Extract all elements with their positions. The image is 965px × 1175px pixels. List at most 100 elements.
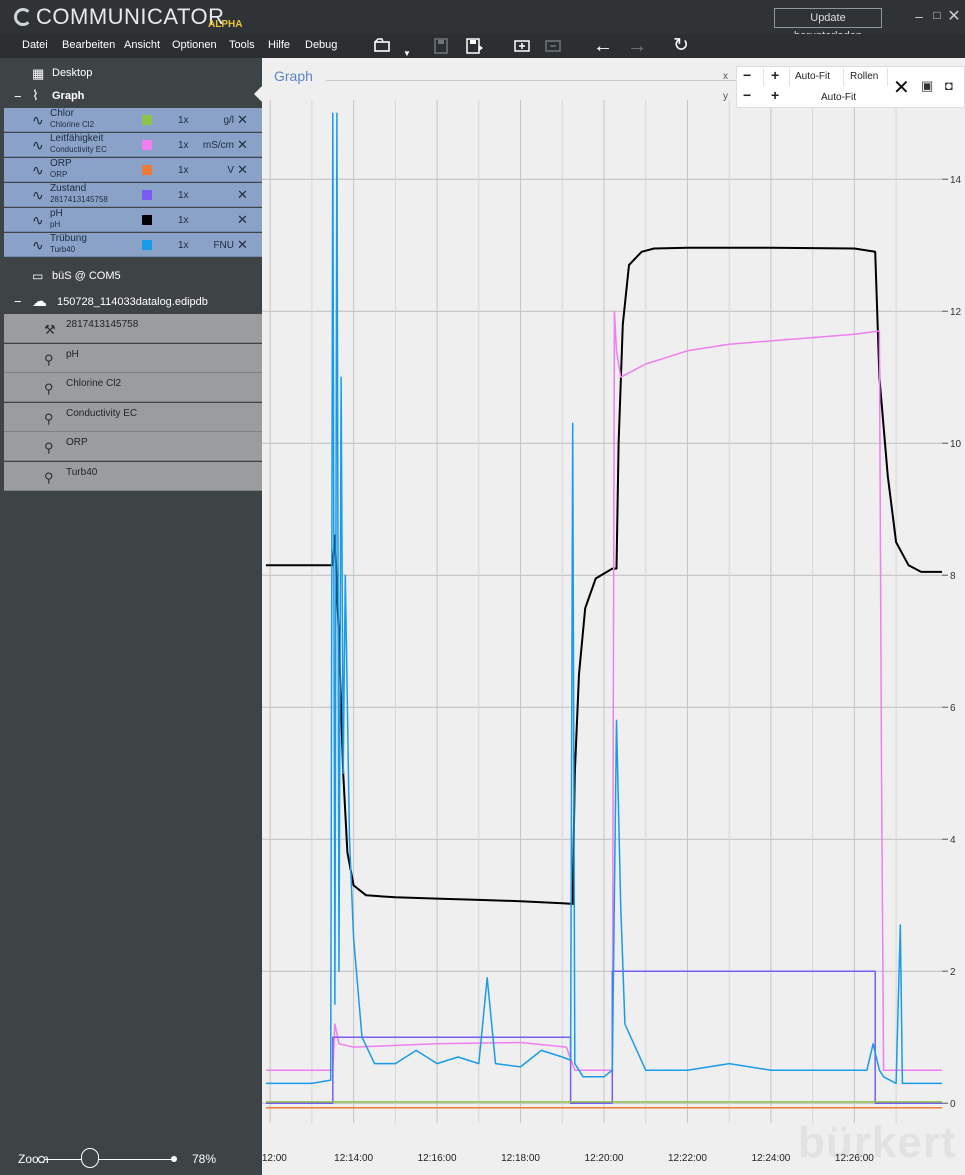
- datalog-item[interactable]: ⚒ 2817413145758: [4, 314, 262, 343]
- remove-channel-icon[interactable]: ✕: [237, 162, 248, 178]
- remove-channel-icon[interactable]: ✕: [237, 112, 248, 128]
- channel-color-swatch[interactable]: [142, 115, 152, 125]
- divider: [763, 68, 764, 86]
- title-underline: [326, 80, 736, 81]
- datalog-item[interactable]: ⚲ Chlorine Cl2: [4, 373, 262, 402]
- channel-color-swatch[interactable]: [142, 140, 152, 150]
- remove-channel-icon[interactable]: ✕: [237, 187, 248, 203]
- close-window-icon[interactable]: ✕: [946, 6, 962, 24]
- y-tick-label: 14: [950, 175, 962, 186]
- datalog-label: 150728_114033datalog.edipdb: [57, 296, 208, 308]
- minimize-icon[interactable]: –: [910, 8, 928, 26]
- channel-row[interactable]: ∿ pH pH 1x ✕: [4, 208, 262, 232]
- cloud-icon: ☁: [32, 292, 47, 310]
- x-tick-label: 12:14:00: [334, 1153, 373, 1164]
- menu-optionen[interactable]: Optionen: [172, 39, 217, 51]
- graph-label: Graph: [52, 90, 84, 102]
- zoom-slider-handle[interactable]: [81, 1148, 99, 1168]
- sidebar-item-graph[interactable]: − ⌇ Graph: [0, 87, 262, 107]
- menu-ansicht[interactable]: Ansicht: [124, 39, 160, 51]
- channel-color-swatch[interactable]: [142, 190, 152, 200]
- line-chart[interactable]: 0 2 4 6 8 10 12 14 2:12:00 12:14:00 12:16:00 12:18:…: [262, 58, 965, 1175]
- graph-panel: bürkert 024681012142:12:0012:14:0012:16:…: [262, 58, 965, 1175]
- channel-name: pH: [50, 209, 63, 219]
- close-icon[interactable]: ✕: [893, 75, 910, 100]
- channel-scale[interactable]: 1x: [178, 215, 189, 226]
- menu-bearbeiten[interactable]: Bearbeiten: [62, 39, 115, 51]
- x-tick-label: 12:16:00: [418, 1153, 457, 1164]
- channel-scale[interactable]: 1x: [178, 140, 189, 151]
- waveform-icon: ∿: [32, 188, 46, 202]
- menu-hilfe[interactable]: Hilfe: [268, 39, 290, 51]
- y-tick-label: 0: [950, 1099, 956, 1110]
- save-icon[interactable]: ▣: [921, 78, 933, 94]
- channel-color-swatch[interactable]: [142, 240, 152, 250]
- desktop-label: Desktop: [52, 67, 92, 79]
- add-device-icon[interactable]: [512, 36, 532, 56]
- menu-tools[interactable]: Tools: [229, 39, 255, 51]
- y-tick-label: 4: [950, 835, 956, 846]
- channel-row[interactable]: ∿ ORP ORP 1x V ✕: [4, 158, 262, 182]
- channel-scale[interactable]: 1x: [178, 190, 189, 201]
- menu-debug[interactable]: Debug: [305, 39, 337, 51]
- datalog-item[interactable]: ⚲ pH: [4, 344, 262, 373]
- datalog-item-label: pH: [66, 349, 79, 360]
- channel-scale[interactable]: 1x: [178, 165, 189, 176]
- graph-icon: ⌇: [32, 87, 39, 104]
- y-zoom-out-button[interactable]: −: [743, 87, 751, 103]
- y-zoom-in-button[interactable]: +: [771, 87, 779, 103]
- waveform-icon: ∿: [32, 138, 46, 152]
- waveform-icon: ∿: [32, 213, 46, 227]
- sidebar-item-device[interactable]: ▭ büS @ COM5: [0, 266, 262, 286]
- remove-channel-icon[interactable]: ✕: [237, 212, 248, 228]
- channel-unit: mS/cm: [198, 140, 234, 151]
- camera-icon[interactable]: ◘: [945, 78, 953, 93]
- channel-name: Trübung: [50, 234, 87, 244]
- channel-row[interactable]: ∿ Zustand 2817413145758 1x ✕: [4, 183, 262, 207]
- sidebar-item-desktop[interactable]: ▦ Desktop: [0, 64, 262, 84]
- x-tick-label: 12:20:00: [585, 1153, 624, 1164]
- collapse-icon[interactable]: −: [14, 294, 22, 309]
- datalog-item[interactable]: ⚲ Turb40: [4, 462, 262, 491]
- sensor-probe-icon: ⚲: [44, 470, 56, 486]
- channel-row[interactable]: ∿ Leitfähigkeit Conductivity EC 1x mS/cm ✕: [4, 133, 262, 157]
- channel-color-swatch[interactable]: [142, 165, 152, 175]
- collapse-icon[interactable]: −: [14, 89, 22, 104]
- y-tick-label: 2: [950, 967, 956, 978]
- channel-row[interactable]: ∿ Trübung Turb40 1x FNU ✕: [4, 233, 262, 257]
- maximize-icon[interactable]: □: [930, 8, 944, 26]
- roll-button[interactable]: Rollen: [850, 71, 878, 82]
- update-download-button[interactable]: Update herunterladen: [774, 8, 882, 28]
- sensor-probe-icon: ⚲: [44, 352, 56, 368]
- x-zoom-out-button[interactable]: −: [743, 67, 751, 83]
- zoom-slider-track[interactable]: [42, 1159, 174, 1160]
- channel-color-swatch[interactable]: [142, 215, 152, 225]
- channel-unit: g/l: [198, 115, 234, 126]
- datalog-item[interactable]: ⚲ ORP: [4, 432, 262, 461]
- refresh-icon[interactable]: ↻: [671, 36, 691, 56]
- channel-source: pH: [50, 220, 60, 229]
- datalog-item[interactable]: ⚲ Conductivity EC: [4, 403, 262, 432]
- sidebar-item-datalog[interactable]: − ☁ 150728_114033datalog.edipdb: [0, 292, 262, 312]
- divider: [843, 68, 844, 86]
- open-folder-icon[interactable]: [372, 36, 392, 56]
- x-zoom-in-button[interactable]: +: [771, 67, 779, 83]
- save-as-icon[interactable]: [464, 36, 484, 56]
- datalog-item-label: ORP: [66, 437, 88, 448]
- title-bar: COMMUNICATOR ALPHA Update herunterladen …: [0, 0, 965, 34]
- save-icon: [431, 36, 451, 56]
- sensor-probe-icon: ⚲: [44, 440, 56, 456]
- channel-scale[interactable]: 1x: [178, 115, 189, 126]
- divider: [789, 68, 790, 86]
- remove-channel-icon[interactable]: ✕: [237, 137, 248, 153]
- remove-channel-icon[interactable]: ✕: [237, 237, 248, 253]
- back-arrow-icon[interactable]: ←: [593, 36, 613, 56]
- channel-scale[interactable]: 1x: [178, 240, 189, 251]
- sensor-probe-icon: ⚲: [44, 381, 56, 397]
- channel-row[interactable]: ∿ Chlor Chlorine Cl2 1x g/l ✕: [4, 108, 262, 132]
- y-axis-label: y: [723, 91, 728, 102]
- x-autofit-button[interactable]: Auto-Fit: [795, 71, 830, 82]
- y-tick-label: 8: [950, 571, 956, 582]
- menu-datei[interactable]: Datei: [22, 39, 48, 51]
- y-autofit-button[interactable]: Auto-Fit: [821, 92, 856, 103]
